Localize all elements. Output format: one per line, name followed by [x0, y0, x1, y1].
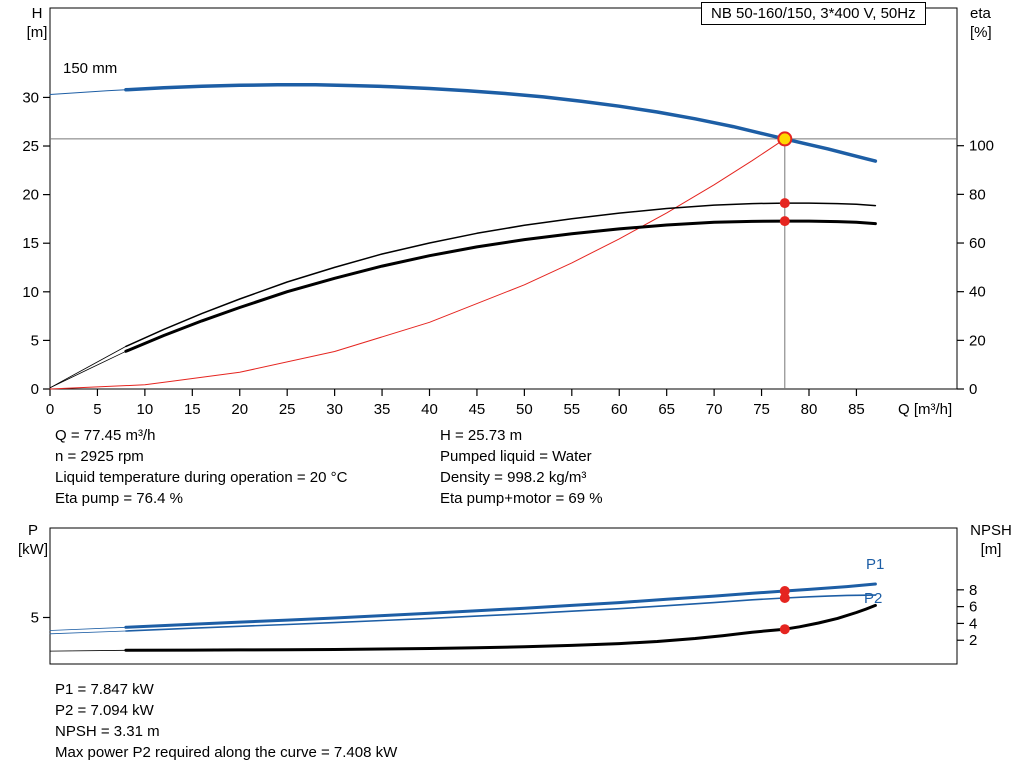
system-curve	[49, 138, 786, 390]
eta-axis-title: eta [%]	[970, 4, 1018, 42]
x-tick-label: 60	[611, 401, 628, 418]
p1-curve-extension	[49, 626, 127, 631]
info-liquid-temperature: Liquid temperature during operation = 20…	[55, 469, 348, 486]
head-axis-title-line2: [m]	[26, 24, 48, 41]
power-axis-title: P [kW]	[10, 521, 56, 559]
eta-pump-marker	[779, 198, 790, 209]
x-tick-label: 75	[753, 401, 770, 418]
p1-curve	[124, 582, 877, 629]
p2-curve-extension	[49, 630, 127, 635]
y-right-tick-label: 40	[969, 284, 986, 301]
y-right-tick-label: 100	[969, 138, 994, 155]
info-density: Density = 998.2 kg/m³	[440, 469, 587, 486]
x-tick-label: 15	[184, 401, 201, 418]
eta-pump-motor-curve	[124, 219, 877, 353]
y-left-tick-label: 5	[31, 609, 39, 626]
p1-marker	[779, 586, 790, 597]
y-left-tick-label: 0	[31, 381, 39, 398]
y-left-tick-label: 10	[22, 284, 39, 301]
x-tick-label: 5	[93, 401, 101, 418]
head-axis-title-line1: H	[31, 5, 43, 22]
y-left-tick-label: 15	[22, 235, 39, 252]
x-tick-label: 80	[801, 401, 818, 418]
x-tick-label: 50	[516, 401, 533, 418]
x-tick-label: 70	[706, 401, 723, 418]
npsh-curve	[124, 603, 877, 652]
eta-pump-motor-curve-extension	[49, 350, 127, 389]
eta-pump-curve	[125, 202, 877, 348]
x-tick-label: 45	[469, 401, 486, 418]
y-right-tick-label: 80	[969, 186, 986, 203]
info-p2: P2 = 7.094 kW	[55, 702, 154, 719]
qh-eta-chart-frame	[49, 7, 958, 390]
x-tick-label: 65	[658, 401, 675, 418]
eta-pump-curve-extension	[49, 345, 127, 389]
p2-curve-label: P2	[864, 590, 883, 607]
p2-curve	[125, 594, 877, 632]
info-eta-pump: Eta pump = 76.4 %	[55, 490, 183, 507]
info-eta-pump-motor: Eta pump+motor = 69 %	[440, 490, 603, 507]
npsh-axis-title: NPSH [m]	[964, 521, 1018, 559]
info-p1: P1 = 7.847 kW	[55, 681, 154, 698]
power-info-block: P1 = 7.847 kW P2 = 7.094 kW NPSH = 3.31 …	[55, 679, 397, 763]
duty-info-left: Q = 77.45 m³/h n = 2925 rpm Liquid tempe…	[55, 425, 347, 509]
info-speed: n = 2925 rpm	[55, 448, 144, 465]
y-right-tick-label: 8	[969, 582, 977, 599]
head-curve-extension	[49, 89, 127, 95]
npsh-marker	[779, 624, 790, 635]
flow-axis-title: Q [m³/h]	[898, 401, 953, 418]
info-npsh: NPSH = 3.31 m	[55, 723, 160, 740]
y-right-tick-label: 6	[969, 599, 977, 616]
power-axis-title-line1: P	[27, 522, 38, 539]
duty-point-marker	[777, 131, 793, 147]
eta-axis-title-line1: eta	[970, 5, 991, 22]
y-left-tick-label: 25	[22, 138, 39, 155]
x-tick-label: 10	[137, 401, 154, 418]
x-tick-label: 40	[421, 401, 438, 418]
y-left-tick-label: 30	[22, 89, 39, 106]
power-axis-title-line2: [kW]	[18, 541, 48, 558]
x-tick-label: 35	[374, 401, 391, 418]
info-pumped-liquid: Pumped liquid = Water	[440, 448, 592, 465]
y-left-tick-label: 20	[22, 187, 39, 204]
pump-designation: NB 50-160/150, 3*400 V, 50Hz	[701, 2, 926, 25]
x-tick-label: 30	[326, 401, 343, 418]
x-tick-label: 0	[46, 401, 54, 418]
eta-pump-motor-marker	[779, 216, 790, 227]
y-right-tick-label: 20	[969, 332, 986, 349]
info-head: H = 25.73 m	[440, 427, 523, 444]
power-npsh-chart-frame	[49, 527, 958, 665]
p2-marker	[779, 593, 790, 604]
y-right-tick-label: 0	[969, 381, 977, 398]
y-right-tick-label: 60	[969, 235, 986, 252]
x-tick-label: 20	[231, 401, 248, 418]
x-tick-label: 85	[848, 401, 865, 418]
npsh-axis-title-line2: [m]	[980, 541, 1002, 558]
y-right-tick-label: 2	[969, 632, 977, 649]
npsh-curve-extension	[49, 649, 127, 652]
impeller-diameter-label: 150 mm	[63, 60, 118, 77]
x-tick-label: 55	[563, 401, 580, 418]
head-curve	[124, 83, 878, 163]
npsh-axis-title-line1: NPSH	[970, 522, 1012, 539]
y-left-tick-label: 5	[31, 332, 39, 349]
y-right-tick-label: 4	[969, 615, 977, 632]
info-flow: Q = 77.45 m³/h	[55, 427, 156, 444]
head-axis-title: H [m]	[16, 4, 58, 42]
duty-info-right: H = 25.73 m Pumped liquid = Water Densit…	[440, 425, 603, 509]
eta-axis-title-line2: [%]	[970, 24, 992, 41]
info-max-power: Max power P2 required along the curve = …	[55, 744, 398, 761]
x-tick-label: 25	[279, 401, 296, 418]
p1-curve-label: P1	[866, 556, 885, 573]
